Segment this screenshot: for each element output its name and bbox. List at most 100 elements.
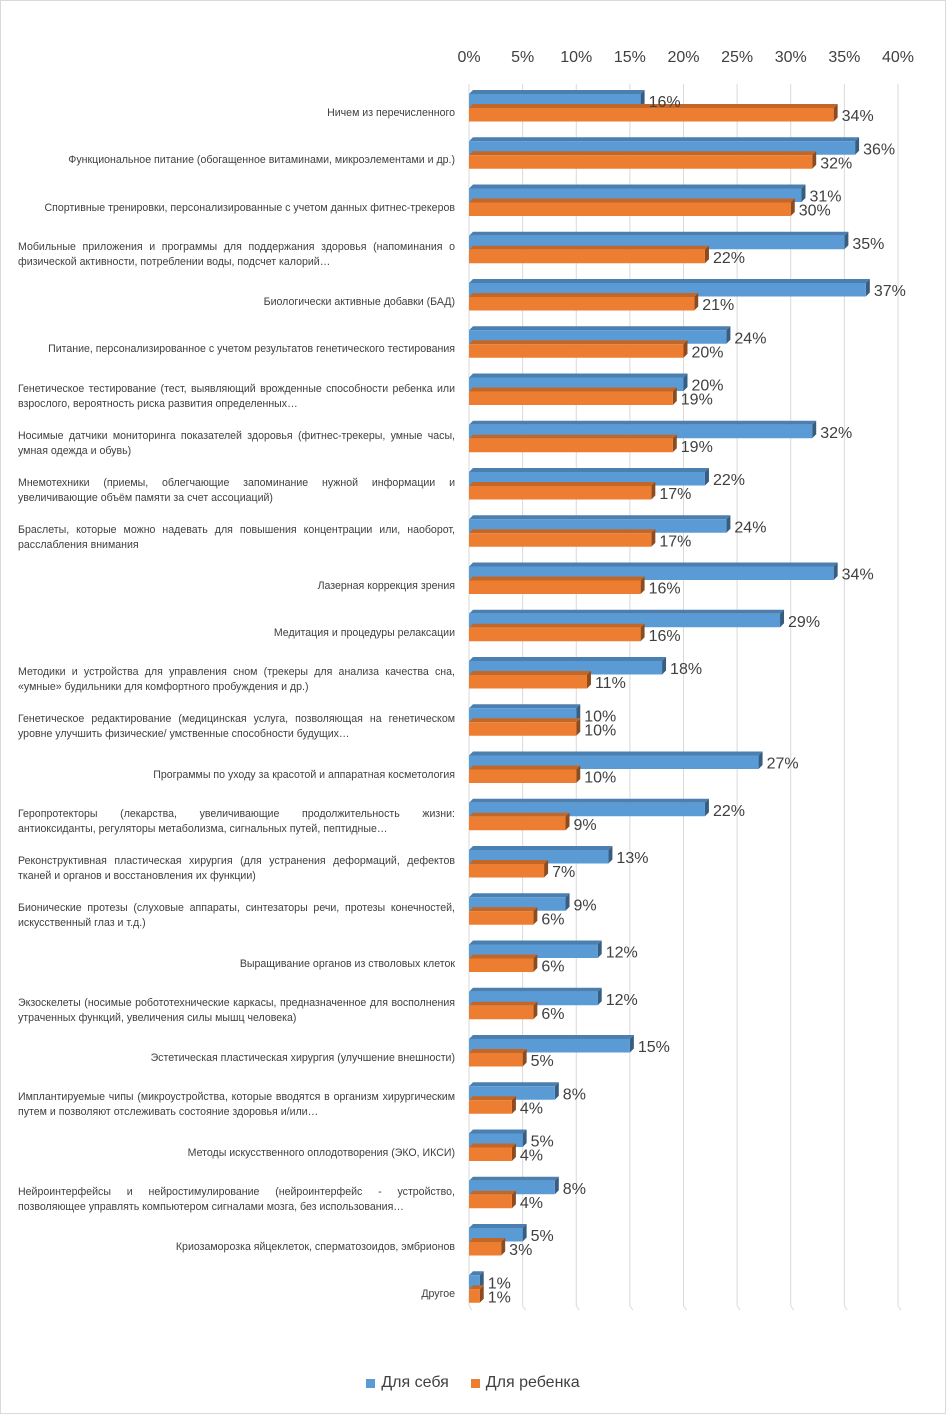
data-label-child: 4% — [520, 1195, 543, 1212]
bar-self-side — [554, 1176, 559, 1195]
bar-self-top — [469, 279, 870, 283]
bar-self-side — [812, 420, 817, 439]
bar-self-side — [597, 987, 602, 1006]
bar-self-side — [780, 609, 785, 628]
category-label: Функциональное питание (обогащенное вита… — [68, 154, 455, 167]
data-label-self: 22% — [713, 472, 745, 489]
data-label-child: 16% — [649, 628, 681, 645]
bar-child-top — [469, 765, 581, 770]
bar-child-side — [651, 482, 656, 500]
category-label: Биологически активные добавки (БАД) — [263, 296, 455, 308]
bar-self-top — [469, 1129, 527, 1134]
gridline-depth — [790, 1305, 795, 1311]
bar-child — [469, 722, 577, 736]
bar-child — [469, 627, 641, 642]
x-tick-label: 15% — [614, 49, 646, 66]
bar-self-side — [704, 468, 709, 486]
x-tick-label: 30% — [775, 49, 807, 66]
category-label: Носимые датчики мониторинга показателей … — [18, 429, 455, 457]
data-label-child: 6% — [541, 911, 564, 928]
bar-self-top — [469, 940, 602, 945]
category-label: Программы по уходу за красотой и аппарат… — [153, 768, 455, 781]
bar-self-side — [801, 184, 806, 202]
data-label-self: 18% — [670, 661, 702, 678]
category-label: Мнемотехники (приемы, облегчающие запоми… — [18, 477, 455, 504]
bar-child-top — [469, 1049, 527, 1053]
bar-child — [469, 533, 652, 547]
legend-label-child: Для ребенка — [485, 1374, 580, 1391]
x-tick-label: 35% — [828, 49, 860, 66]
bar-self-top — [469, 373, 688, 378]
bar-self-side — [758, 751, 763, 769]
bar-child-top — [469, 482, 656, 486]
data-label-child: 7% — [552, 864, 575, 881]
legend-item-child: Для ребенка — [470, 1374, 580, 1392]
gridline-depth — [629, 1305, 634, 1311]
bar-child — [469, 816, 566, 831]
data-label-self: 13% — [616, 850, 648, 867]
bar-self-side — [683, 373, 688, 391]
data-label-child: 4% — [520, 1148, 543, 1165]
bar-self-top — [469, 1224, 527, 1228]
data-label-self: 20% — [692, 378, 724, 395]
bar-child — [469, 1147, 512, 1161]
bar-child — [469, 580, 641, 594]
bar-self-side — [554, 1082, 559, 1100]
category-label: Медитация и процедуры релаксации — [273, 626, 455, 639]
gridline-depth — [897, 1305, 902, 1311]
bar-child-side — [651, 529, 656, 547]
data-label-self: 27% — [767, 756, 799, 773]
bar-child — [469, 202, 791, 216]
data-label-self: 24% — [734, 519, 766, 536]
gridline-depth — [736, 1305, 741, 1311]
legend: Для себя Для ребенка — [0, 1374, 946, 1392]
gridline-depth — [683, 1305, 687, 1311]
gridline-depth — [575, 1305, 580, 1311]
bar-self-top — [469, 1035, 634, 1039]
data-label-self: 34% — [842, 567, 874, 584]
data-label-child: 30% — [799, 203, 831, 220]
bar-child — [469, 675, 587, 689]
data-label-self: 35% — [852, 236, 884, 253]
data-label-self: 32% — [820, 425, 852, 442]
legend-label-self: Для себя — [381, 1374, 449, 1391]
bar-self-side — [565, 893, 570, 911]
bar-child-side — [544, 860, 549, 878]
category-label: Реконструктивная пластическая хирургия (… — [18, 855, 455, 882]
bar-child — [469, 911, 534, 925]
bar-child-top — [469, 1238, 506, 1242]
data-label-self: 8% — [563, 1181, 586, 1198]
data-label-child: 19% — [681, 439, 713, 456]
bar-child-top — [469, 718, 581, 723]
data-label-child: 1% — [488, 1289, 511, 1306]
bar-child — [469, 1053, 523, 1067]
category-label: Экзоскелеты (носимые робототехнические к… — [18, 996, 455, 1024]
bar-child — [469, 1289, 480, 1303]
bar-child-top — [469, 1096, 516, 1101]
bar-child-side — [790, 198, 795, 216]
bar-self-top — [469, 846, 613, 850]
bar-self-side — [855, 137, 860, 155]
bar-child-side — [576, 718, 581, 736]
bar-self-side — [844, 231, 849, 250]
x-tick-label: 0% — [457, 49, 480, 66]
bar-child-side — [522, 1049, 527, 1067]
bar-child — [469, 1194, 512, 1209]
data-label-child: 32% — [820, 155, 852, 172]
category-label: Мобильные приложения и программы для под… — [18, 240, 455, 268]
x-tick-label: 40% — [882, 49, 914, 66]
bar-child — [469, 297, 695, 311]
bar-child-top — [469, 387, 677, 392]
data-label-child: 3% — [509, 1242, 532, 1259]
bar-child-side — [533, 954, 538, 972]
bar-child — [469, 108, 834, 122]
bar-child-side — [694, 293, 699, 311]
data-label-child: 10% — [584, 770, 616, 787]
x-tick-label: 5% — [511, 49, 534, 66]
bar-child-side — [683, 340, 688, 358]
category-label: Методы искусственного оплодотворения (ЭК… — [187, 1146, 455, 1159]
data-label-self: 12% — [606, 945, 638, 962]
x-tick-label: 10% — [560, 49, 592, 66]
data-label-child: 21% — [702, 297, 734, 314]
bar-child-top — [469, 576, 645, 581]
